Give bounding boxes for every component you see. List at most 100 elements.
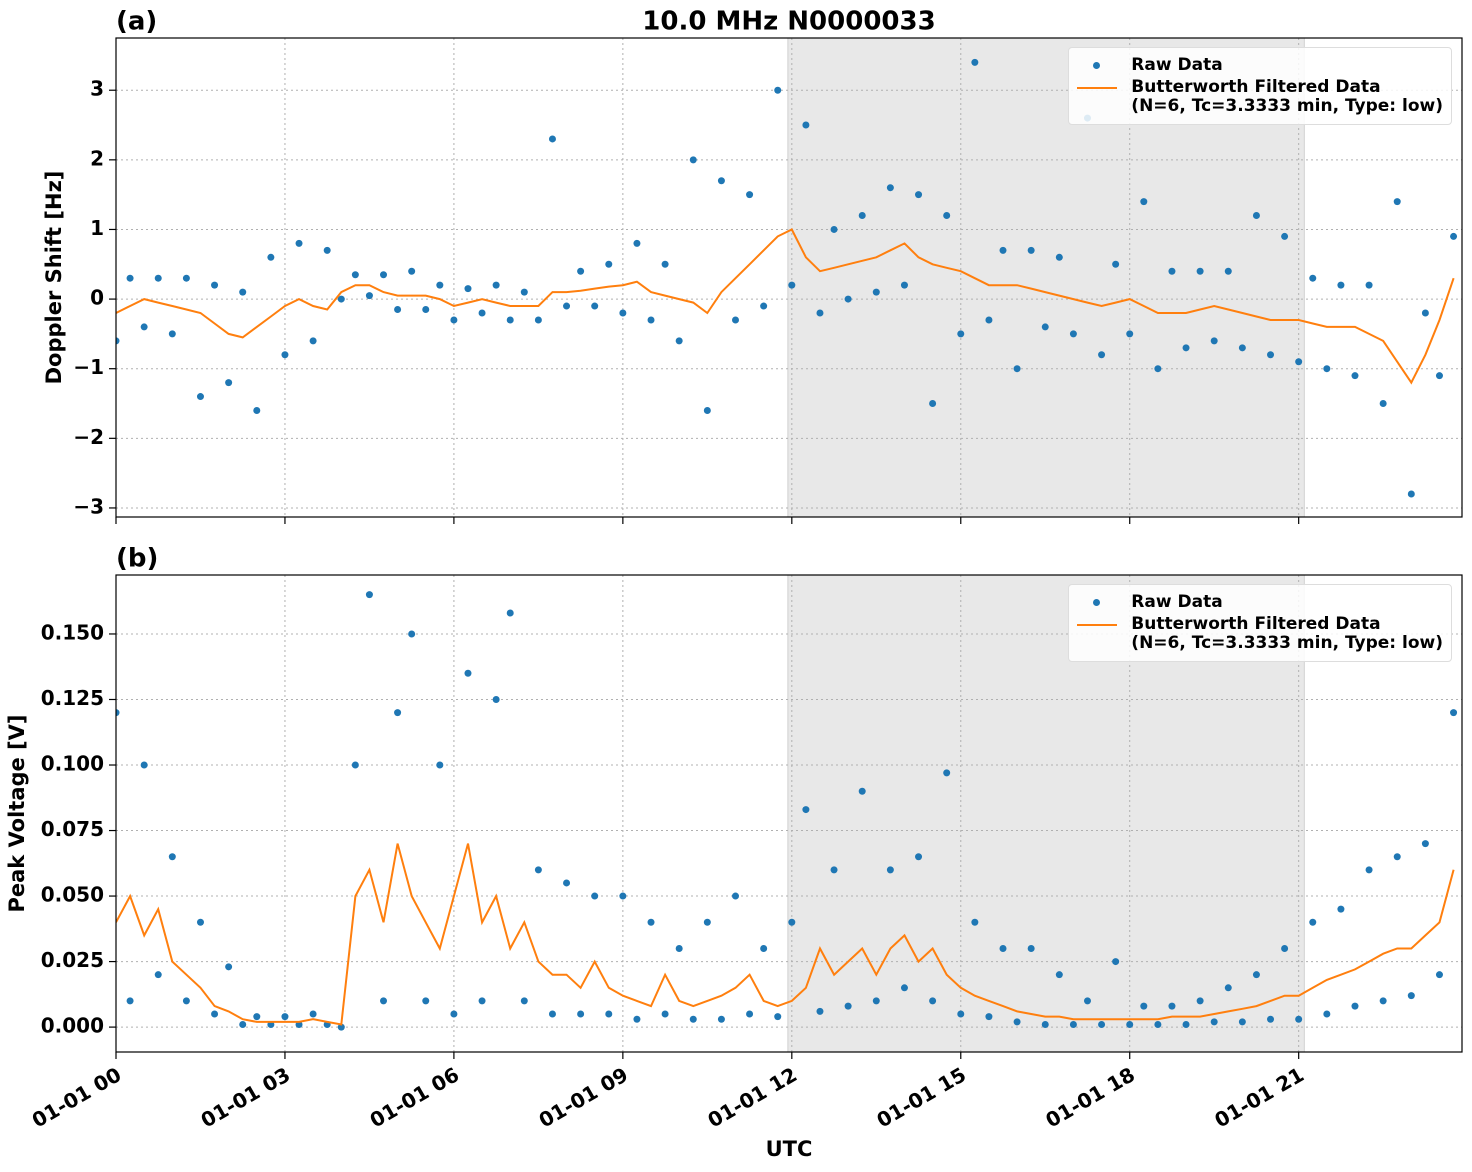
- raw-point: [478, 997, 486, 1005]
- raw-point: [126, 274, 134, 282]
- raw-point: [830, 225, 838, 233]
- legend-label: Butterworth Filtered Data (N=6, Tc=3.333…: [1131, 614, 1443, 653]
- raw-point: [534, 316, 542, 324]
- raw-point: [774, 1013, 782, 1021]
- raw-point: [957, 330, 965, 338]
- raw-point: [1337, 281, 1345, 289]
- raw-point: [858, 787, 866, 795]
- raw-point: [1154, 365, 1162, 373]
- raw-point: [816, 309, 824, 317]
- x-tick-label: 01-01 03: [197, 1062, 295, 1132]
- x-tick-label: 01-01 06: [366, 1062, 464, 1132]
- y-axis-label: Doppler Shift [Hz]: [42, 171, 66, 385]
- x-axis-label: UTC: [766, 1137, 813, 1161]
- legend-line: [1077, 87, 1118, 89]
- raw-point: [675, 337, 683, 345]
- legend: Raw Data Butterworth Filtered Data (N=6, …: [1068, 584, 1452, 662]
- legend-entry: Butterworth Filtered Data (N=6, Tc=3.333…: [1077, 78, 1443, 116]
- y-tick-label: 0.075: [41, 817, 104, 841]
- raw-point: [703, 918, 711, 926]
- raw-point: [1379, 997, 1387, 1005]
- raw-point: [323, 246, 331, 254]
- raw-point: [548, 1010, 556, 1018]
- raw-point: [309, 337, 317, 345]
- raw-point: [1421, 840, 1429, 848]
- raw-point: [1224, 267, 1232, 275]
- raw-point: [281, 351, 289, 359]
- x-tick-label: 01-01 21: [1210, 1062, 1308, 1132]
- raw-point: [253, 406, 261, 414]
- raw-point: [1140, 1002, 1148, 1010]
- raw-point: [619, 309, 627, 317]
- raw-point: [830, 866, 838, 874]
- panel-label: (a): [116, 7, 157, 37]
- raw-point: [1224, 984, 1232, 992]
- raw-point: [999, 944, 1007, 952]
- raw-point: [1055, 971, 1063, 979]
- raw-point: [985, 316, 993, 324]
- raw-point: [1013, 365, 1021, 373]
- raw-point: [1041, 1020, 1049, 1028]
- raw-point: [915, 191, 923, 199]
- raw-point: [1055, 253, 1063, 261]
- raw-point: [563, 879, 571, 887]
- raw-point: [337, 1023, 345, 1031]
- raw-point: [548, 135, 556, 143]
- raw-point: [436, 281, 444, 289]
- raw-point: [267, 253, 275, 261]
- y-tick-label: 0.150: [41, 620, 104, 644]
- raw-point: [760, 944, 768, 952]
- raw-point: [999, 246, 1007, 254]
- raw-point: [1450, 232, 1458, 240]
- raw-point: [647, 316, 655, 324]
- axes-frame: [115, 37, 1463, 518]
- raw-point: [225, 963, 233, 971]
- raw-point: [1027, 246, 1035, 254]
- raw-point: [591, 302, 599, 310]
- raw-point: [746, 1010, 754, 1018]
- legend-swatch: [1077, 56, 1117, 76]
- x-tick-label: 01-01 00: [28, 1062, 126, 1132]
- raw-point: [140, 323, 148, 331]
- raw-point: [239, 288, 247, 296]
- raw-point: [1281, 232, 1289, 240]
- raw-point: [1407, 992, 1415, 1000]
- axes-frame: [115, 574, 1463, 1053]
- raw-point: [478, 309, 486, 317]
- raw-point: [1210, 1018, 1218, 1026]
- raw-point: [450, 1010, 458, 1018]
- x-tick-label: 01-01 18: [1041, 1062, 1139, 1132]
- filtered-line: [116, 228, 1455, 385]
- raw-point: [309, 1010, 317, 1018]
- raw-point: [196, 918, 204, 926]
- raw-point: [1252, 971, 1260, 979]
- raw-point: [929, 400, 937, 408]
- raw-point: [1098, 1020, 1106, 1028]
- raw-point: [116, 709, 120, 717]
- chart-title: 10.0 MHz N0000033: [642, 7, 935, 37]
- raw-point: [1083, 997, 1091, 1005]
- raw-point: [915, 853, 923, 861]
- raw-point: [534, 866, 542, 874]
- raw-point: [337, 295, 345, 303]
- y-tick-label: 0.100: [41, 752, 104, 776]
- y-tick-label: 0.050: [41, 883, 104, 907]
- raw-point: [520, 997, 528, 1005]
- raw-point: [971, 918, 979, 926]
- raw-point: [295, 239, 303, 247]
- raw-point: [985, 1013, 993, 1021]
- raw-point: [492, 281, 500, 289]
- raw-point: [1421, 309, 1429, 317]
- raw-point: [168, 330, 176, 338]
- raw-point: [1126, 330, 1134, 338]
- raw-point: [957, 1010, 965, 1018]
- raw-point: [872, 997, 880, 1005]
- raw-point: [1168, 1002, 1176, 1010]
- legend-entry: Butterworth Filtered Data (N=6, Tc=3.333…: [1077, 615, 1443, 653]
- raw-point: [1168, 267, 1176, 275]
- raw-point: [1098, 351, 1106, 359]
- plot-area: [116, 58, 1458, 498]
- raw-point: [281, 1013, 289, 1021]
- raw-point: [506, 609, 514, 617]
- raw-point: [675, 944, 683, 952]
